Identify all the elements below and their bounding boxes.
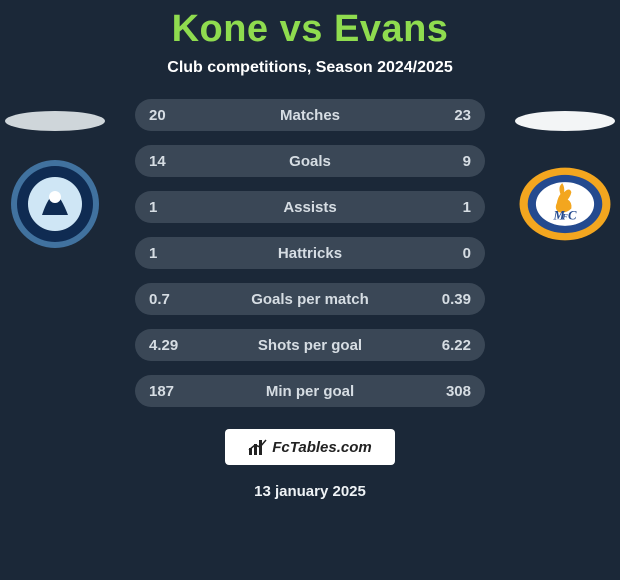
- stat-row-assists: 1 Assists 1: [135, 191, 485, 223]
- mansfield-badge-icon: M C F: [515, 159, 615, 249]
- vs-label: vs: [280, 8, 323, 50]
- player-right-column: M C F: [510, 99, 620, 249]
- stat-row-spg: 4.29 Shots per goal 6.22: [135, 329, 485, 361]
- brand-text: FcTables.com: [272, 439, 371, 456]
- brand-box: FcTables.com: [225, 429, 395, 465]
- stat-left-value: 0.7: [149, 291, 209, 308]
- stat-right-value: 0: [411, 245, 471, 262]
- stat-left-value: 4.29: [149, 337, 209, 354]
- stat-right-value: 0.39: [411, 291, 471, 308]
- stat-label: Matches: [209, 107, 411, 124]
- player1-club-badge: [5, 159, 105, 249]
- stat-left-value: 14: [149, 153, 209, 170]
- stat-label: Min per goal: [209, 383, 411, 400]
- stat-left-value: 1: [149, 199, 209, 216]
- main-layout: 20 Matches 23 14 Goals 9 1 Assists 1 1 H…: [0, 99, 620, 407]
- player-left-column: [0, 99, 110, 249]
- stat-right-value: 9: [411, 153, 471, 170]
- stat-label: Hattricks: [209, 245, 411, 262]
- player2-club-badge: M C F: [515, 159, 615, 249]
- player1-name: Kone: [172, 8, 269, 50]
- stat-right-value: 1: [411, 199, 471, 216]
- stat-left-value: 20: [149, 107, 209, 124]
- subtitle: Club competitions, Season 2024/2025: [0, 59, 620, 77]
- stat-row-mpg: 187 Min per goal 308: [135, 375, 485, 407]
- stat-label: Shots per goal: [209, 337, 411, 354]
- stat-label: Goals: [209, 153, 411, 170]
- bar-chart-icon: [248, 438, 268, 456]
- stat-right-value: 23: [411, 107, 471, 124]
- player1-avatar-placeholder: [5, 111, 105, 131]
- stat-left-value: 187: [149, 383, 209, 400]
- stat-right-value: 308: [411, 383, 471, 400]
- stat-label: Goals per match: [209, 291, 411, 308]
- stats-column: 20 Matches 23 14 Goals 9 1 Assists 1 1 H…: [135, 99, 485, 407]
- stat-row-gpm: 0.7 Goals per match 0.39: [135, 283, 485, 315]
- stat-right-value: 6.22: [411, 337, 471, 354]
- comparison-title: Kone vs Evans: [0, 0, 620, 51]
- stat-row-hattricks: 1 Hattricks 0: [135, 237, 485, 269]
- player2-avatar-placeholder: [515, 111, 615, 131]
- player2-name: Evans: [334, 8, 448, 50]
- stat-row-goals: 14 Goals 9: [135, 145, 485, 177]
- stat-label: Assists: [209, 199, 411, 216]
- wycombe-badge-icon: [10, 159, 100, 249]
- stat-left-value: 1: [149, 245, 209, 262]
- date-label: 13 january 2025: [0, 483, 620, 500]
- svg-text:F: F: [561, 212, 568, 221]
- stat-row-matches: 20 Matches 23: [135, 99, 485, 131]
